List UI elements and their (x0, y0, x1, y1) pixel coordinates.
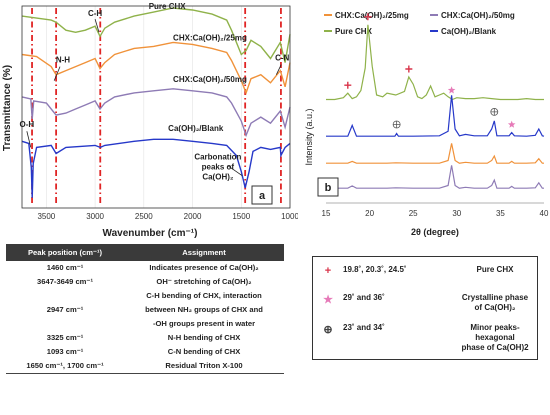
table-row: 1460 cm⁻¹ Indicates presence of Ca(OH)₂ (6, 261, 284, 275)
ftir-annotation-c-h: C-H (88, 9, 102, 18)
peak-legend-description: Crystalline phase of Ca(OH)₂ (455, 293, 535, 313)
peak-legend-angles: 29˚ and 36˚ (343, 293, 385, 302)
xrd-marker-circle-plus-cross (490, 108, 498, 116)
peak-position-cell: 1650 cm⁻¹, 1700 cm⁻¹ (6, 359, 124, 374)
xrd-x-tick-label: 20 (365, 209, 374, 218)
xrd-series-chx-ca-oh-25mg (326, 143, 544, 164)
xrd-chart: CHX:Ca(OH)₂/25mg CHX:Ca(OH)₂/50mg Pure CHX… (304, 11, 549, 237)
peak-legend-description-line: Crystalline phase (461, 293, 529, 302)
ftir-plot-frame (21, 5, 291, 209)
table-row: 1093 cm⁻¹ C-N bending of CHX (6, 345, 284, 359)
ftir-x-tick-label: 2000 (184, 212, 202, 221)
peak-legend-description-line: Pure CHX (476, 265, 514, 274)
peak-position-cell: 3325 cm⁻¹ (46, 333, 84, 342)
peak-legend-box: +19.8˚, 20.3˚, 24.5˚ Pure CHX ★ 29˚ and 36˚… (312, 256, 538, 360)
assignment-cell: OH⁻ stretching of Ca(OH)₂ (156, 277, 252, 286)
panel-b-label: b (325, 182, 332, 194)
table-header-position: Peak position (cm⁻¹) (6, 244, 124, 261)
table-row: 1650 cm⁻¹, 1700 cm⁻¹ Residual Triton X-10… (6, 359, 284, 374)
xrd-series-pure-chx (326, 24, 544, 101)
xrd-marker-circle-plus-cross (393, 121, 401, 128)
ftir-y-axis-label: Transmittance (%) (2, 65, 13, 151)
peak-legend-angles: 19.8˚, 20.3˚, 24.5˚ (343, 265, 407, 274)
xrd-marker-plus (405, 65, 413, 73)
ftir-series-label-chx-ca-oh-50mg: CHX:Ca(OH)₂/50mg (173, 75, 247, 84)
panel-b-box (317, 177, 339, 197)
ftir-x-tick-label: 2500 (135, 212, 153, 221)
ftir-annotation-arrow-nh (53, 66, 61, 81)
assignment-cell: C-H bending of CHX, interaction (146, 291, 262, 300)
ftir-x-axis-label: Wavenumber (cm⁻¹) (103, 228, 198, 239)
table-row: 3325 cm⁻¹ N-H bending of CHX (6, 331, 284, 345)
ftir-series-chx-ca-oh-25mg (21, 41, 291, 95)
xrd-series-ca-oh-blank (326, 95, 545, 137)
ftir-series-label-chx-ca-oh-25mg: CHX:Ca(OH)₂/25mg (173, 33, 247, 42)
peak-legend-description-line: phase of Ca(OH)2 (461, 343, 529, 352)
table-header-row: Peak position (cm⁻¹) Assignment (6, 244, 284, 261)
ftir-x-tick-label: 3500 (37, 212, 55, 221)
ftir-annotation-arrow-cn (275, 64, 282, 75)
table-row: 2947 cm⁻¹ C-H bending of CHX, interaction (6, 289, 284, 314)
ftir-x-tick-label: 1500 (232, 212, 250, 221)
peak-legend-symbol-icon: + (324, 265, 332, 277)
assignment-cell: C-N bending of CHX (167, 347, 241, 356)
assignment-cell: between NH₂ groups of CHX and (145, 305, 263, 314)
xrd-x-tick-label: 15 (322, 209, 331, 218)
ftir-annotation-n-h: N-H (56, 56, 70, 65)
xrd-x-tick-label: 25 (409, 209, 418, 218)
peak-legend-angles: 23˚ and 34˚ (343, 323, 385, 332)
peak-position-cell: 1093 cm⁻¹ (46, 347, 84, 356)
assignment-cell: Indicates presence of Ca(OH)₂ (149, 263, 259, 272)
xrd-legend-label-chx-ca-oh-25mg: CHX:Ca(OH)₂/25mg (335, 11, 409, 20)
peak-position-cell: 1460 cm⁻¹ (46, 263, 84, 272)
ftir-annotation-arrow-carbonation (227, 165, 243, 177)
xrd-marker-star (507, 120, 516, 128)
peak-legend-description: Pure CHX (455, 265, 535, 275)
peak-position-cell: 2947 cm⁻¹ (46, 305, 84, 314)
ftir-series-ca-oh-blank (21, 138, 291, 198)
xrd-legend-label-chx-ca-oh-50mg: CHX:Ca(OH)₂/50mg (441, 11, 515, 20)
xrd-marker-plus (364, 13, 372, 21)
assignment-cell: N-H bending of CHX (167, 333, 241, 342)
table-row: between NH₂ groups of CHX and (6, 303, 284, 317)
ftir-annotation-ca-oh: Ca(OH)₂ (202, 173, 234, 182)
peak-legend-description-line: of Ca(OH)₂ (474, 303, 516, 312)
xrd-legend-label-pure-chx: Pure CHX (335, 27, 373, 36)
ftir-x-tick-label: 1000 (281, 212, 298, 221)
panel-a-label: a (259, 190, 266, 202)
peak-legend-description-line: Minor peaks-hexagonal (470, 323, 520, 342)
ftir-x-tick-label: 3000 (86, 212, 104, 221)
xrd-y-axis-label: Intensity (a.u.) (304, 108, 314, 165)
xrd-x-tick-label: 40 (540, 209, 549, 218)
ftir-series-chx-ca-oh-50mg (21, 88, 291, 138)
ftir-annotation-carbonation: Carbonation (194, 153, 241, 162)
xrd-x-tick-label: 35 (496, 209, 505, 218)
xrd-x-axis-label: 2θ (degree) (411, 227, 459, 237)
ftir-series-label-pure-chx: Pure CHX (149, 2, 187, 11)
table-header-assignment: Assignment (124, 244, 284, 261)
assignment-cell: -OH groups present in water (152, 319, 256, 328)
xrd-marker-star (447, 86, 456, 94)
ftir-series-pure-chx (21, 7, 291, 63)
peak-position-cell: 3647-3649 cm⁻¹ (37, 277, 93, 286)
peak-legend-symbol-icon: ⊕ (323, 324, 333, 336)
peak-legend-description: Minor peaks-hexagonal phase of Ca(OH)2 (455, 323, 535, 353)
assignment-cell: Residual Triton X-100 (124, 359, 284, 374)
table-row: -OH groups present in water (6, 317, 284, 331)
ftir-annotation-arrow-ch (94, 19, 100, 33)
ftir-chart: Pure CHX CHX:Ca(OH)₂/25mg CHX:Ca(OH)₂/50mg… (2, 2, 298, 239)
panel-a-box (251, 185, 273, 205)
ftir-series-label-ca-oh-blank: Ca(OH)₂/Blank (168, 124, 224, 133)
xrd-legend-label-ca-oh-blank: Ca(OH)₂/Blank (441, 27, 497, 36)
table-row: 3647-3649 cm⁻¹ OH⁻ stretching of Ca(OH)₂ (6, 275, 284, 289)
xrd-x-tick-label: 30 (452, 209, 461, 218)
xrd-marker-plus (344, 81, 352, 89)
peak-assignment-table: Peak position (cm⁻¹) Assignment 1460 cm⁻… (6, 244, 284, 374)
ftir-annotation-peaks-of: peaks of (202, 163, 235, 172)
ftir-annotation-o-h: O-H (20, 120, 35, 129)
peak-legend-symbol-icon: ★ (323, 294, 333, 306)
xrd-series-chx-ca-oh-50mg (326, 165, 544, 189)
ftir-annotation-arrow-oh (26, 131, 32, 148)
ftir-annotation-c-n: C-N (275, 54, 289, 63)
